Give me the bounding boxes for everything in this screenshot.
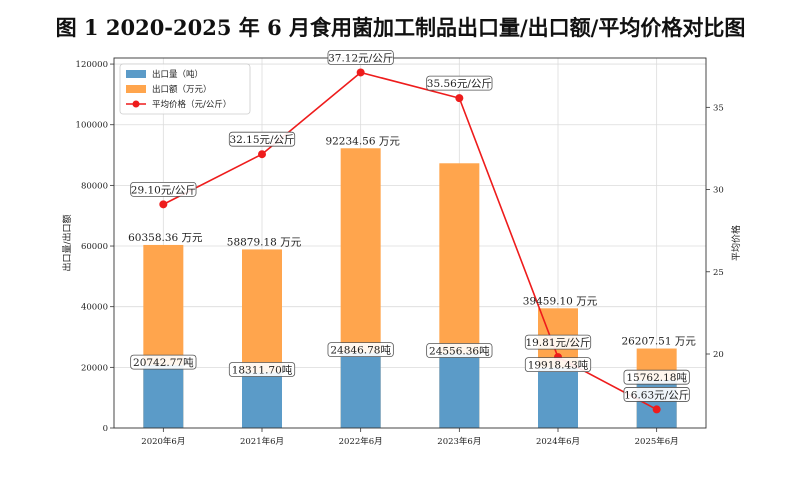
volume-label-box [426, 343, 493, 358]
price-label: 37.12元/公斤 [328, 52, 393, 64]
chart-title: 图 1 2020-2025 年 6 月食用菌加工制品出口量/出口额/平均价格对比… [55, 15, 746, 40]
y-left-axis-label: 出口量/出口额 [61, 214, 73, 271]
x-tick-label: 2020年6月 [141, 436, 185, 447]
volume-label: 24846.78吨 [330, 344, 391, 357]
x-tick-label: 2024年6月 [536, 436, 580, 447]
price-point [652, 405, 661, 414]
legend-label-volume: 出口量（吨） [152, 69, 203, 80]
volume-label-box [524, 357, 592, 372]
price-label: 35.56元/公斤 [427, 78, 492, 90]
value-label: 92234.56 万元 [325, 135, 400, 147]
legend-swatch-volume [126, 70, 146, 78]
y-left-tick-label: 100000 [76, 121, 108, 131]
value-label: 26207.51 万元 [621, 336, 696, 348]
bar-export-volume [340, 352, 381, 428]
price-point [356, 68, 365, 77]
volume-label-box [623, 369, 690, 385]
y-left-tick-label: 120000 [76, 60, 108, 70]
x-tick-label: 2022年6月 [339, 436, 383, 447]
y-right-axis-label: 平均价格 [730, 225, 742, 261]
legend-label-price: 平均价格（元/公斤） [152, 99, 231, 110]
data-labels: 29.10元/公斤 32.15元/公斤 37.12元/公斤 35.56元/公斤 19.8… [128, 50, 696, 402]
volume-label-box [130, 354, 197, 370]
y-right-tick-label: 20 [713, 350, 724, 360]
legend-label-value: 出口额（万元） [152, 84, 212, 95]
price-point [159, 200, 168, 209]
price-label-box [524, 334, 592, 350]
legend-box [119, 63, 251, 115]
price-label: 16.63元/公斤 [624, 389, 689, 401]
price-label: 32.15元/公斤 [229, 134, 294, 146]
x-tick-label: 2021年6月 [240, 436, 284, 447]
y-right-tick-label: 30 [713, 186, 724, 196]
price-label: 29.10元/公斤 [131, 184, 196, 196]
legend-marker-price [132, 100, 140, 108]
price-point [258, 150, 266, 159]
legend-swatch-value [126, 85, 146, 93]
price-point [455, 94, 464, 103]
ticks: 0 20000 40000 60000 80000 100000 120000 20 25 30 3… [61, 60, 742, 447]
y-left-tick-label: 40000 [81, 303, 108, 313]
price-label-box [130, 181, 197, 197]
axes [113, 57, 707, 429]
y-right-tick-label: 25 [713, 268, 724, 278]
bar-export-volume [143, 365, 184, 428]
volume-label-box [228, 362, 296, 377]
y-left-tick-label: 60000 [81, 242, 108, 252]
volume-label: 18311.70吨 [232, 363, 293, 376]
x-tick-label: 2025年6月 [635, 436, 679, 447]
volume-label: 24556.36吨 [429, 345, 490, 358]
bars [143, 148, 677, 429]
y-left-tick-label: 20000 [81, 363, 108, 373]
price-label-box [228, 131, 296, 147]
price-label: 19.81元/公斤 [525, 337, 590, 349]
y-left-tick-label: 80000 [81, 181, 108, 191]
price-label-box [623, 387, 690, 402]
volume-label: 20742.77吨 [133, 356, 194, 369]
y-left-tick-label: 0 [103, 424, 108, 434]
y-right-tick-label: 35 [713, 103, 724, 113]
volume-label-box [327, 342, 394, 358]
legend: 出口量（吨） 出口额（万元） 平均价格（元/公斤） [119, 63, 251, 115]
volume-label: 15762.18吨 [626, 371, 687, 384]
price-label-box [327, 50, 394, 65]
bar-export-volume [242, 372, 282, 428]
bar-export-volume [439, 353, 480, 428]
x-tick-label: 2023年6月 [437, 436, 481, 447]
bar-export-volume [538, 367, 578, 428]
value-label: 58879.18 万元 [227, 236, 302, 248]
volume-label: 19918.43吨 [528, 359, 589, 372]
plot-frame [113, 57, 707, 429]
value-label: 39459.10 万元 [523, 295, 598, 307]
value-label: 60358.36 万元 [128, 232, 203, 244]
price-label-box [426, 75, 493, 91]
